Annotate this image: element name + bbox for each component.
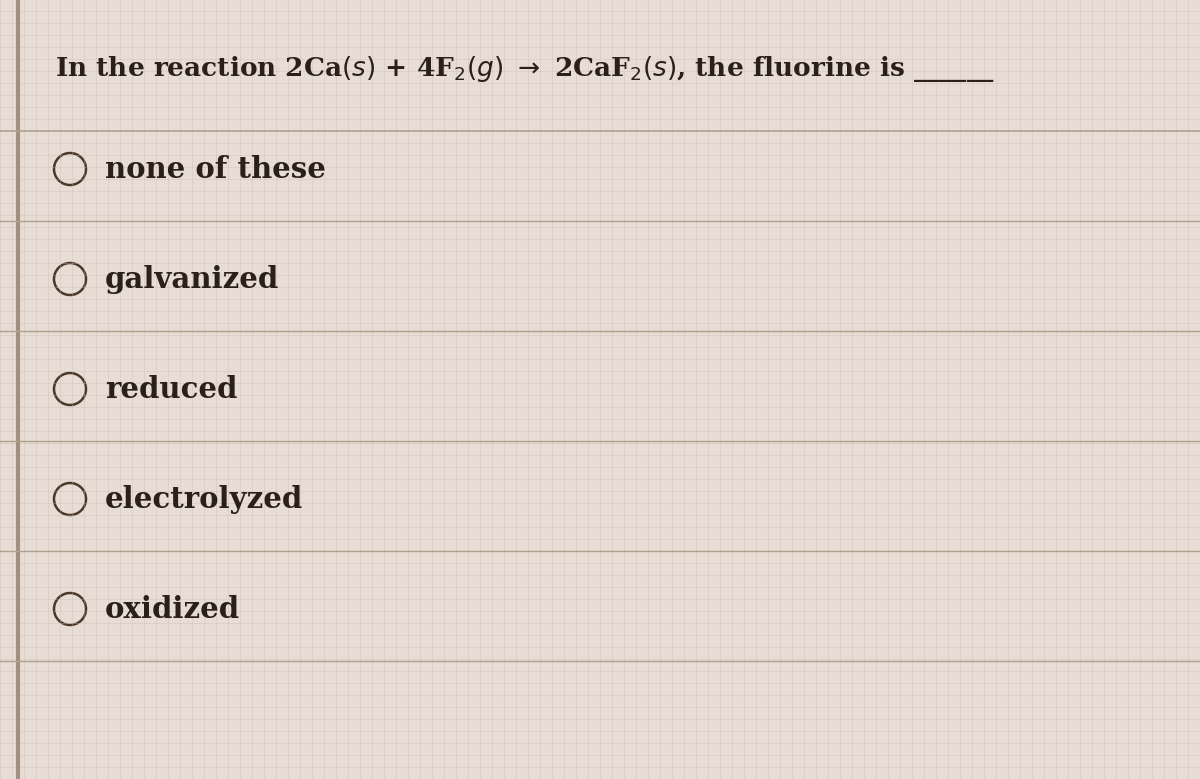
- Text: electrolyzed: electrolyzed: [106, 485, 304, 513]
- Text: galvanized: galvanized: [106, 265, 280, 294]
- Text: In the reaction 2Ca$\mathit{(s)}$ + 4F$_2\mathit{(g)}$ $\rightarrow$ 2CaF$_2\mat: In the reaction 2Ca$\mathit{(s)}$ + 4F$_…: [55, 54, 995, 84]
- Text: reduced: reduced: [106, 375, 238, 404]
- Text: oxidized: oxidized: [106, 594, 240, 623]
- Text: none of these: none of these: [106, 154, 326, 184]
